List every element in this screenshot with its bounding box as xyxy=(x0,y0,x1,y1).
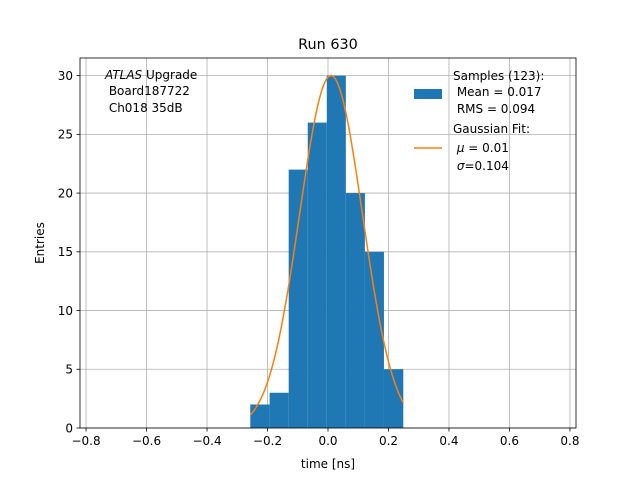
histogram-bar xyxy=(307,122,327,428)
y-tick-label: 25 xyxy=(58,128,73,142)
y-tick-label: 5 xyxy=(65,363,73,377)
x-tick-label: −0.6 xyxy=(132,434,161,448)
atlas-annotation: ATLAS Upgrade Board187722 Ch018 35dB xyxy=(104,68,197,115)
histogram-bar xyxy=(269,392,289,428)
legend-histogram-swatch xyxy=(414,89,442,99)
legend-mean: Mean = 0.017 xyxy=(453,85,542,99)
chart-title: Run 630 xyxy=(298,37,358,53)
gaussian-fit-curve xyxy=(249,74,404,416)
legend-mu: μ = 0.01 xyxy=(453,141,509,155)
x-tick-label: −0.4 xyxy=(192,434,221,448)
y-tick-label: 10 xyxy=(58,304,73,318)
x-axis-label: time [ns] xyxy=(301,457,355,471)
x-axis-ticks: −0.8 −0.6 −0.4 −0.2 0.0 0.2 0.4 0.6 0.8 xyxy=(71,428,579,448)
y-tick-label: 30 xyxy=(58,69,73,83)
histogram-bar xyxy=(364,251,384,428)
y-axis-label: Entries xyxy=(33,222,47,264)
histogram-bar xyxy=(250,404,270,428)
histogram-bars xyxy=(250,75,404,429)
histogram-bar xyxy=(345,193,365,428)
x-tick-label: 0.0 xyxy=(318,434,337,448)
y-tick-label: 0 xyxy=(65,421,73,435)
y-tick-label: 20 xyxy=(58,186,73,200)
x-tick-label: 0.2 xyxy=(379,434,398,448)
legend-rms: RMS = 0.094 xyxy=(453,102,535,116)
histogram-bar xyxy=(288,169,308,429)
x-tick-label: 0.8 xyxy=(560,434,579,448)
x-tick-label: 0.6 xyxy=(500,434,519,448)
x-tick-label: 0.4 xyxy=(439,434,458,448)
legend-fit-label: Gaussian Fit: xyxy=(453,122,530,136)
legend-sigma-value: =0.104 xyxy=(464,159,508,173)
annotation-line-1: ATLAS Upgrade xyxy=(104,68,197,82)
legend-samples-label: Samples (123): xyxy=(453,69,544,83)
legend-mu-symbol: μ xyxy=(456,141,465,155)
histogram-bar xyxy=(326,75,346,428)
histogram-bar xyxy=(383,369,404,428)
y-tick-label: 15 xyxy=(58,245,73,259)
legend-sigma-symbol: σ xyxy=(457,159,465,173)
annotation-atlas: ATLAS xyxy=(104,68,143,82)
annotation-board: Board187722 xyxy=(105,84,190,98)
legend: Samples (123): Mean = 0.017 RMS = 0.094 … xyxy=(414,69,544,173)
legend-sigma: σ=0.104 xyxy=(453,159,509,173)
legend-mu-value: = 0.01 xyxy=(464,141,508,155)
annotation-upgrade: Upgrade xyxy=(142,68,197,82)
y-axis-ticks: 0 5 10 15 20 25 30 xyxy=(58,69,80,435)
annotation-channel: Ch018 35dB xyxy=(105,101,183,115)
x-tick-label: −0.8 xyxy=(71,434,100,448)
x-tick-label: −0.2 xyxy=(253,434,282,448)
